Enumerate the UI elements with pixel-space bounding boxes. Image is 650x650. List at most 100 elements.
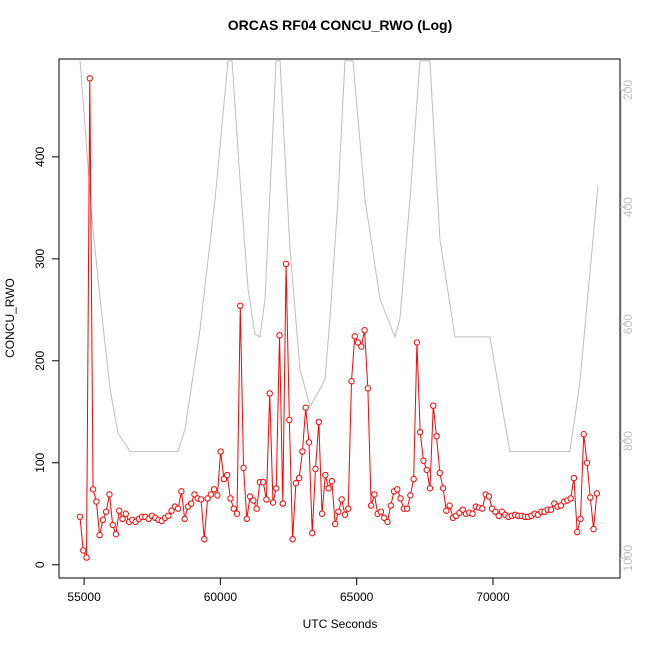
point <box>364 385 372 392</box>
y2-tick-label: 400 <box>621 197 635 217</box>
point <box>204 495 211 502</box>
point <box>165 512 172 520</box>
point <box>367 502 375 509</box>
point <box>279 500 287 507</box>
point <box>292 479 300 487</box>
point <box>377 508 385 515</box>
point <box>89 486 97 493</box>
point <box>358 343 365 350</box>
point <box>76 513 84 521</box>
point <box>325 485 332 492</box>
point <box>243 515 251 523</box>
point <box>338 496 345 503</box>
point <box>273 485 280 492</box>
point <box>122 510 129 517</box>
y-tick-label: 400 <box>33 147 47 167</box>
point <box>214 492 221 499</box>
point <box>207 491 215 498</box>
x-tick-label: 60000 <box>204 590 238 604</box>
x-tick-label: 65000 <box>340 590 374 604</box>
series-line <box>79 60 599 453</box>
point <box>263 496 270 503</box>
point <box>479 505 486 512</box>
x-tick-label: 70000 <box>476 590 510 604</box>
point <box>351 333 358 340</box>
point <box>430 402 437 409</box>
point <box>354 339 362 346</box>
point <box>341 511 349 518</box>
point <box>593 490 601 497</box>
y-axis-label: CONCU_RWO <box>3 278 17 358</box>
point <box>407 492 414 499</box>
point <box>230 505 237 512</box>
point <box>381 514 388 522</box>
point <box>361 327 368 334</box>
chart-title: ORCAS RF04 CONCU_RWO (Log) <box>228 17 453 33</box>
point <box>174 505 182 512</box>
point <box>577 515 584 523</box>
point <box>259 478 267 486</box>
point <box>397 495 404 502</box>
point <box>233 510 241 517</box>
point <box>96 531 103 539</box>
point <box>188 500 195 507</box>
point <box>443 507 450 514</box>
point <box>587 494 594 501</box>
point <box>439 485 447 492</box>
point <box>210 486 218 493</box>
point <box>322 471 329 479</box>
point <box>109 521 116 529</box>
point <box>119 515 126 523</box>
point <box>217 448 224 455</box>
point <box>102 508 110 515</box>
point <box>492 508 499 515</box>
point <box>276 332 283 339</box>
point <box>557 502 565 509</box>
point <box>99 516 107 524</box>
point <box>394 486 401 493</box>
point <box>93 498 100 505</box>
point <box>309 529 316 537</box>
point <box>420 457 427 464</box>
point <box>570 474 578 482</box>
point <box>416 428 424 436</box>
point <box>253 505 260 512</box>
y-tick-label: 300 <box>33 249 47 269</box>
point <box>331 520 339 528</box>
point <box>469 510 476 517</box>
point <box>80 547 87 554</box>
point <box>436 469 444 477</box>
point <box>299 448 306 455</box>
point <box>266 390 273 397</box>
point <box>240 464 247 472</box>
point <box>295 474 303 482</box>
point <box>181 515 188 523</box>
point <box>371 491 378 498</box>
point <box>305 439 313 446</box>
point <box>547 506 555 513</box>
point <box>580 431 587 438</box>
point <box>423 466 430 474</box>
point <box>237 302 244 309</box>
y-tick-label: 200 <box>33 350 47 370</box>
point <box>168 507 175 514</box>
point <box>413 339 421 346</box>
point <box>302 404 309 411</box>
point <box>86 75 94 82</box>
plot-area <box>76 60 601 561</box>
x-axis-label: UTC Seconds <box>303 617 378 631</box>
point <box>197 496 205 503</box>
plot-frame <box>58 58 621 579</box>
point <box>459 506 466 513</box>
y2-tick-label: 600 <box>621 314 635 334</box>
point <box>495 512 502 520</box>
point <box>116 507 123 514</box>
point <box>426 485 434 492</box>
point <box>335 508 342 515</box>
point <box>106 491 113 498</box>
point <box>83 554 90 561</box>
y2-tick-label: 800 <box>621 431 635 451</box>
point <box>315 418 322 426</box>
